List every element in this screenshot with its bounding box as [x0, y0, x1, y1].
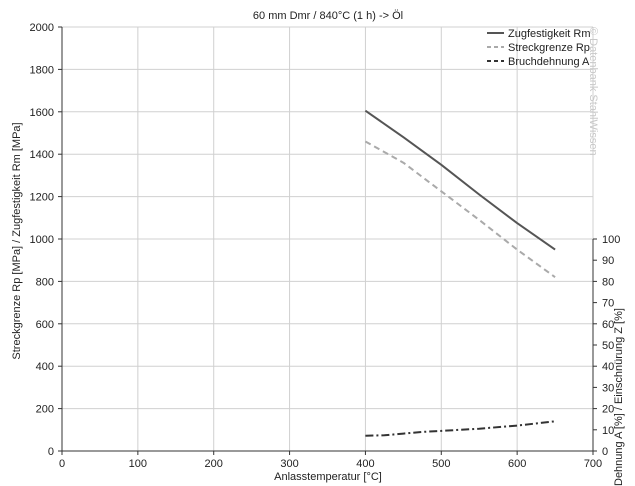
y-tick-label: 2000 — [30, 22, 54, 34]
y-tick-label: 1000 — [30, 234, 54, 246]
y2-tick-label: 10 — [602, 425, 614, 437]
y-tick-label: 800 — [36, 276, 54, 288]
y2-tick-label: 100 — [602, 234, 620, 246]
x-tick-label: 500 — [432, 458, 450, 470]
x-tick-label: 600 — [508, 458, 526, 470]
legend-label-1: Streckgrenze Rp — [508, 42, 590, 54]
y2-tick-label: 0 — [602, 446, 608, 458]
y2-tick-label: 30 — [602, 382, 614, 394]
chart-title: 60 mm Dmr / 840°C (1 h) -> Öl — [253, 10, 403, 22]
y2-tick-label: 60 — [602, 319, 614, 331]
y-tick-label: 200 — [36, 404, 54, 416]
series-line-1 — [364, 140, 556, 279]
y2-tick-label: 80 — [602, 276, 614, 288]
axes — [58, 26, 597, 455]
y2-tick-label: 20 — [602, 404, 614, 416]
legend: Zugfestigkeit Rm Streckgrenze Rp Bruchdehn… — [487, 28, 591, 68]
y-tick-label: 1600 — [30, 107, 54, 119]
legend-label-2: Bruchdehnung A — [508, 56, 590, 68]
y-tick-label: 1200 — [30, 192, 54, 204]
tick-labels: 0 100 200 300 400 500 600 700020040060080010001… — [30, 22, 621, 470]
y-tick-label: 1800 — [30, 64, 54, 76]
x-tick-label: 700 — [584, 458, 602, 470]
y-tick-label: 600 — [36, 319, 54, 331]
y2-tick-label: 40 — [602, 361, 614, 373]
series-layer — [364, 109, 556, 437]
x-tick-label: 0 — [59, 458, 65, 470]
legend-label-0: Zugfestigkeit Rm — [508, 28, 591, 40]
x-axis-title: Anlasstemperatur [°C] — [274, 471, 382, 483]
y-tick-label: 0 — [48, 446, 54, 458]
watermark: © Datenbank StahlWissen — [587, 27, 599, 156]
x-tick-label: 400 — [356, 458, 374, 470]
y2-tick-label: 90 — [602, 255, 614, 267]
x-tick-label: 300 — [280, 458, 298, 470]
y-tick-label: 1400 — [30, 149, 54, 161]
grid — [61, 26, 594, 452]
y2-tick-label: 50 — [602, 340, 614, 352]
series-line-0 — [364, 109, 556, 251]
x-tick-label: 100 — [129, 458, 147, 470]
y-axis-title: Streckgrenze Rp [MPa] / Zugfestigkeit Rm… — [11, 122, 23, 359]
y2-axis-title: Dehnung A [%] / Einschnürung Z [%] — [613, 308, 625, 486]
x-tick-label: 200 — [205, 458, 223, 470]
y-tick-label: 400 — [36, 361, 54, 373]
series-line-2 — [365, 420, 556, 437]
y2-tick-label: 70 — [602, 298, 614, 310]
